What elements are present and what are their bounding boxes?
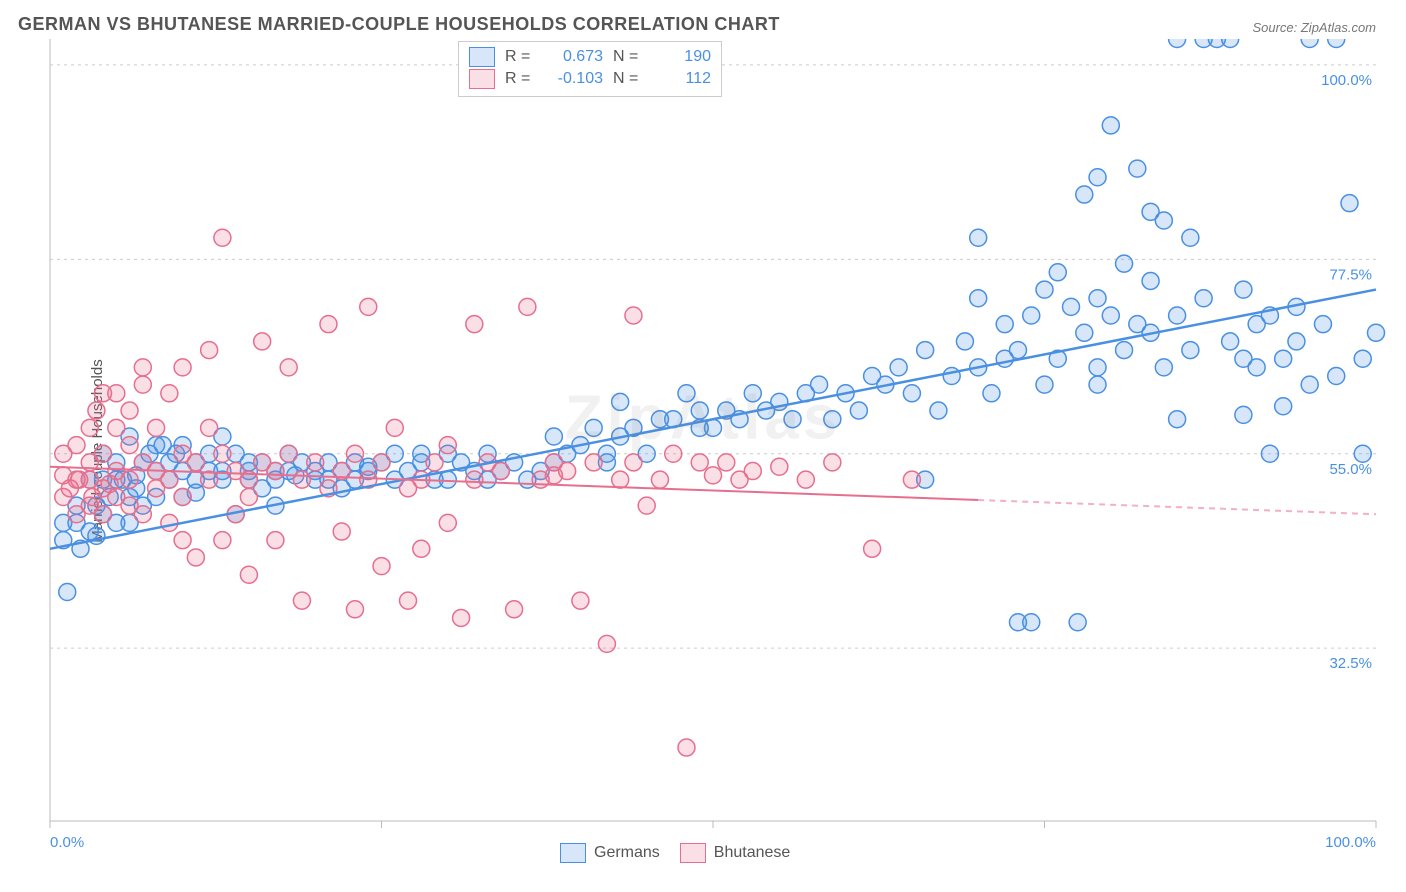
- legend-row-germans: R = 0.673 N = 190: [469, 46, 711, 68]
- plot-svg: 32.5% 55.0% 77.5% 100.0% 0.0% 100.0%: [0, 39, 1406, 863]
- legend-N-bhutanese: 112: [651, 70, 711, 88]
- legend-label-bhutanese: Bhutanese: [714, 844, 791, 862]
- legend-R-germans: 0.673: [543, 48, 603, 66]
- svg-text:100.0%: 100.0%: [1321, 72, 1372, 89]
- svg-text:32.5%: 32.5%: [1329, 655, 1372, 672]
- svg-text:100.0%: 100.0%: [1325, 834, 1376, 851]
- legend-row-bhutanese: R = -0.103 N = 112: [469, 68, 711, 90]
- legend-R-label-2: R =: [505, 70, 533, 88]
- chart-source: Source: ZipAtlas.com: [1252, 20, 1376, 35]
- chart-title: GERMAN VS BHUTANESE MARRIED-COUPLE HOUSE…: [18, 14, 780, 35]
- swatch-germans-2: [560, 843, 586, 863]
- legend-R-label: R =: [505, 48, 533, 66]
- legend-item-germans: Germans: [560, 843, 660, 863]
- legend-R-bhutanese: -0.103: [543, 70, 603, 88]
- swatch-germans: [469, 47, 495, 67]
- legend-label-germans: Germans: [594, 844, 660, 862]
- svg-text:77.5%: 77.5%: [1329, 266, 1372, 283]
- legend-N-label: N =: [613, 48, 641, 66]
- legend-N-label-2: N =: [613, 70, 641, 88]
- series-legend: Germans Bhutanese: [560, 843, 790, 863]
- swatch-bhutanese: [469, 69, 495, 89]
- legend-item-bhutanese: Bhutanese: [680, 843, 791, 863]
- swatch-bhutanese-2: [680, 843, 706, 863]
- legend-N-germans: 190: [651, 48, 711, 66]
- svg-text:55.0%: 55.0%: [1329, 461, 1372, 478]
- scatter-plot: Married-couple Households 32.5%55.0%77.5…: [0, 39, 1406, 863]
- correlation-legend: R = 0.673 N = 190 R = -0.103 N = 112: [458, 41, 722, 97]
- svg-text:0.0%: 0.0%: [50, 834, 84, 851]
